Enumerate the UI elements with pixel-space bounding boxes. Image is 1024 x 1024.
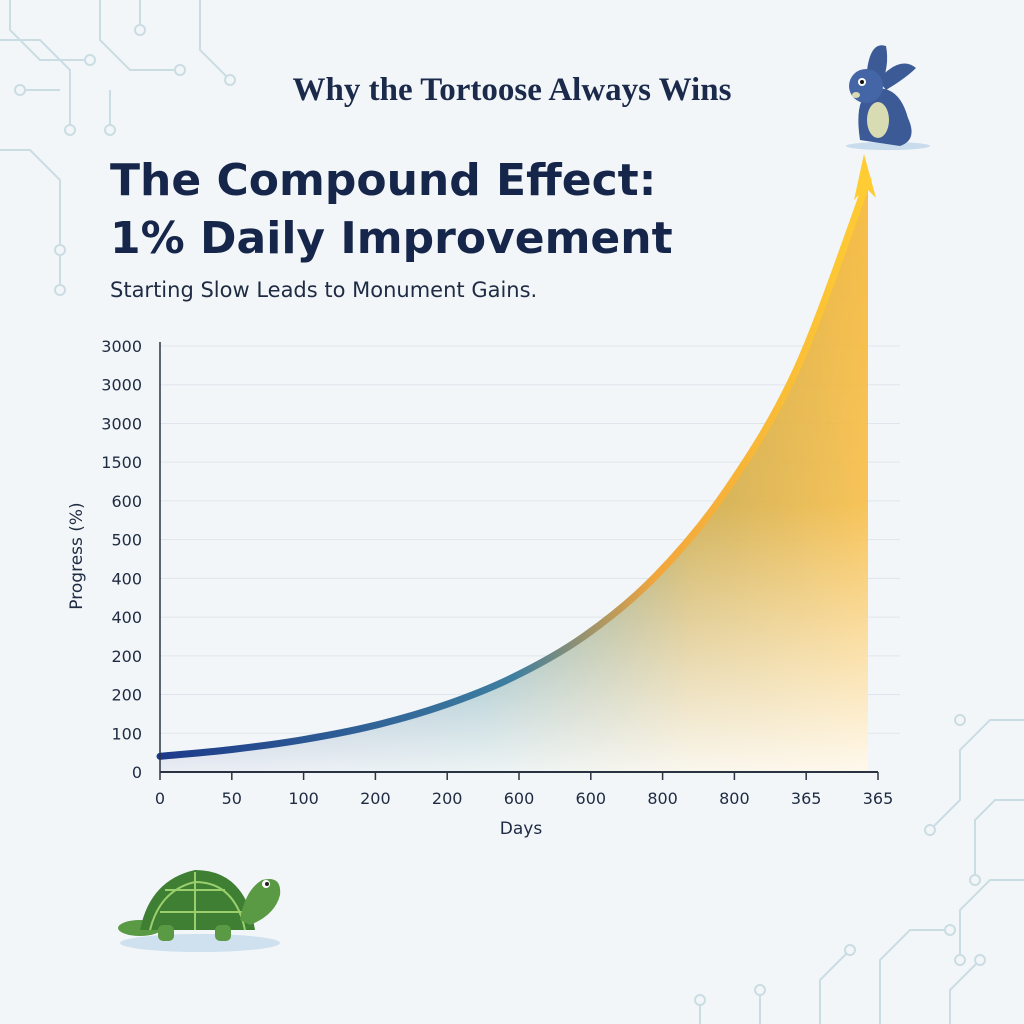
page-title: The Compound Effect: 1% Daily Improvemen… [110, 152, 673, 268]
series-line [156, 176, 872, 760]
x-tick-label: 200 [360, 789, 391, 808]
x-tick-label: 365 [791, 789, 822, 808]
turtle-icon [118, 870, 281, 952]
series-area [156, 154, 876, 772]
x-tick-label: 365 [863, 789, 894, 808]
x-tick-label: 100 [288, 789, 319, 808]
y-tick-label: 200 [111, 686, 142, 705]
y-tick-label: 400 [111, 608, 142, 627]
y-tick-label: 0 [132, 763, 142, 782]
arrowhead [854, 154, 876, 200]
y-tick-label: 1500 [101, 453, 142, 472]
x-tick-label: 0 [155, 789, 165, 808]
y-tick-label: 3000 [101, 376, 142, 395]
x-tick-label: 800 [719, 789, 750, 808]
y-tick-labels: 0 100 200 200 400 400 500 600 1500 3000 3000 3000 [101, 337, 142, 782]
y-tick-label: 500 [111, 531, 142, 550]
title-line-1: The Compound Effect: [110, 155, 657, 206]
y-axis-label: Progress (%) [67, 502, 87, 609]
x-tick-label: 50 [222, 789, 242, 808]
page-supertitle: Why the Tortoose Always Wins [292, 72, 732, 108]
y-tick-label: 200 [111, 647, 142, 666]
rabbit-icon [846, 45, 930, 150]
x-tick-labels: 0 50 100 200 200 600 600 800 800 365 365 [155, 772, 893, 808]
page-subtitle: Starting Slow Leads to Monument Gains. [110, 278, 538, 302]
x-tick-label: 600 [576, 789, 607, 808]
area-fade [160, 180, 868, 772]
x-tick-label: 200 [432, 789, 463, 808]
x-axis-label: Days [500, 819, 543, 839]
x-tick-label: 600 [504, 789, 535, 808]
y-tick-label: 3000 [101, 337, 142, 356]
title-line-2: 1% Daily Improvement [110, 213, 673, 264]
y-tick-label: 3000 [101, 414, 142, 433]
y-tick-label: 400 [111, 569, 142, 588]
y-tick-label: 600 [111, 492, 142, 511]
x-tick-label: 800 [647, 789, 678, 808]
y-tick-label: 100 [111, 724, 142, 743]
